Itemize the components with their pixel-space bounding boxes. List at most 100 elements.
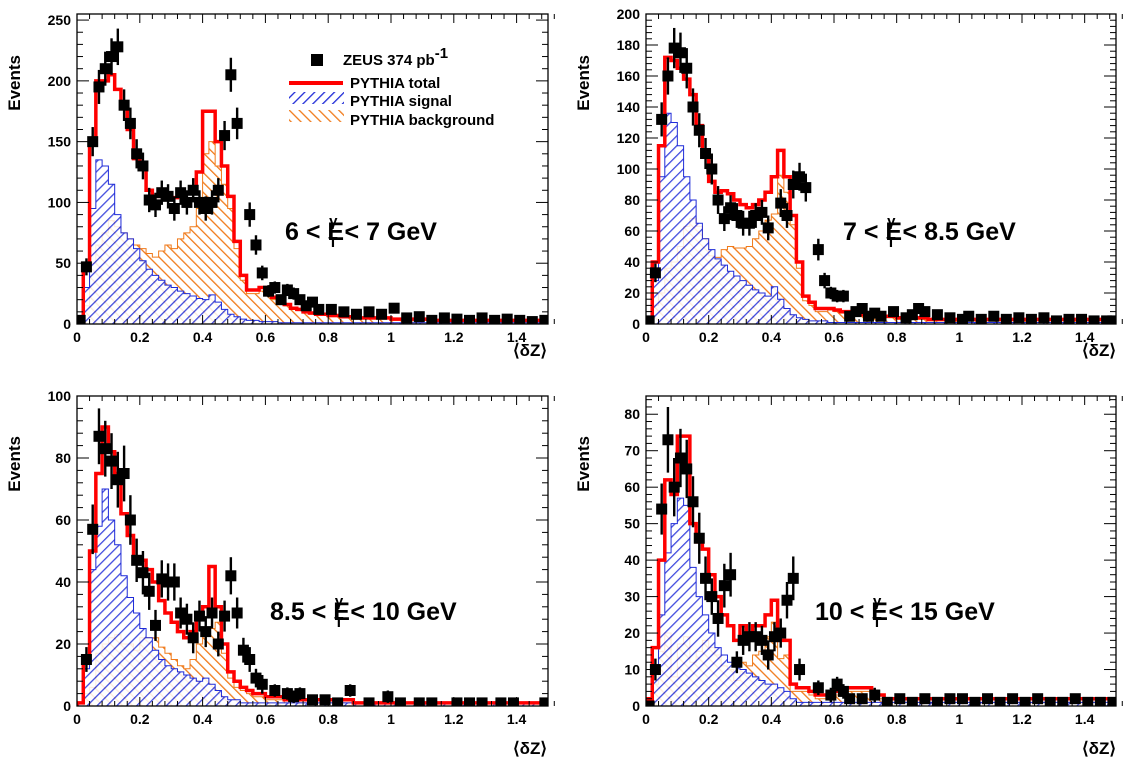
data-point xyxy=(1044,696,1056,706)
x-tick-label: 1.4 xyxy=(1075,711,1095,727)
x-axis-title: ⟨δZ⟩ xyxy=(513,739,547,758)
data-point xyxy=(231,597,243,629)
data-point xyxy=(501,313,513,324)
data-point xyxy=(681,48,693,89)
plot-frame xyxy=(76,395,549,707)
y-tick-label: 250 xyxy=(48,12,72,28)
data-point xyxy=(731,203,743,228)
x-tick-label: 0 xyxy=(642,711,650,727)
data-point xyxy=(206,597,218,629)
x-tick-label: 0.4 xyxy=(193,329,213,345)
data-point xyxy=(982,693,994,705)
y-tick-label: 160 xyxy=(617,68,641,84)
data-point xyxy=(825,286,837,300)
legend-background-label: PYTHIA background xyxy=(350,112,494,129)
data-point xyxy=(526,316,538,324)
y-tick-label: 80 xyxy=(624,406,640,422)
data-point xyxy=(693,512,705,564)
data-point xyxy=(656,483,668,535)
data-point xyxy=(1019,696,1031,706)
data-point xyxy=(1025,313,1037,324)
data-point xyxy=(850,306,862,318)
data-point xyxy=(514,314,526,324)
data-point xyxy=(219,120,231,151)
data-point xyxy=(137,152,149,180)
x-tick-label: 1.4 xyxy=(507,711,527,727)
x-tick-label: 0 xyxy=(642,329,650,345)
data-point xyxy=(112,28,124,66)
data-point xyxy=(193,190,205,215)
data-point xyxy=(994,696,1006,706)
data-point xyxy=(856,693,868,705)
data-point xyxy=(775,189,787,218)
data-point xyxy=(875,310,887,322)
x-axis-title: ⟨δZ⟩ xyxy=(1082,341,1116,360)
data-point xyxy=(646,700,655,706)
data-point xyxy=(313,303,325,315)
data-point xyxy=(193,600,205,632)
data-point xyxy=(906,696,918,706)
data-point xyxy=(106,433,118,489)
y-tick-label: 20 xyxy=(624,285,640,301)
data-point xyxy=(1000,313,1012,324)
data-point xyxy=(87,504,99,555)
x-tick-label: 1.2 xyxy=(1012,329,1032,345)
data-point xyxy=(118,445,130,502)
data-point xyxy=(693,113,705,148)
data-point xyxy=(263,285,275,298)
y-tick-label: 100 xyxy=(48,388,72,404)
x-tick-label: 0.4 xyxy=(762,711,782,727)
data-point xyxy=(156,180,168,205)
y-tick-label: 140 xyxy=(617,99,641,115)
x-tick-label: 0 xyxy=(73,711,81,727)
data-point xyxy=(725,552,737,597)
x-tick-label: 0.6 xyxy=(824,711,844,727)
data-point xyxy=(539,697,548,706)
data-point xyxy=(156,560,168,598)
data-point xyxy=(131,538,143,582)
x-tick-label: 0.2 xyxy=(699,711,719,727)
data-point xyxy=(124,107,136,140)
data-point xyxy=(1069,693,1081,705)
legend-signal-swatch xyxy=(289,92,344,104)
data-point xyxy=(662,406,674,473)
legend-data-label: ZEUS 374 pb-1 xyxy=(343,45,448,69)
data-point xyxy=(969,696,981,706)
x-tick-label: 0.8 xyxy=(318,329,338,345)
data-point xyxy=(281,283,293,297)
data-point xyxy=(919,306,931,318)
data-point xyxy=(332,697,344,706)
data-point xyxy=(819,272,831,289)
plot-area xyxy=(77,408,548,706)
data-point xyxy=(862,310,874,322)
y-tick-label: 40 xyxy=(624,552,640,568)
legend-data-marker xyxy=(311,54,323,66)
data-point xyxy=(80,258,92,276)
data-point xyxy=(1101,315,1113,324)
data-point xyxy=(307,694,318,706)
data-point xyxy=(77,314,86,324)
data-point xyxy=(363,697,375,706)
data-point xyxy=(812,680,824,696)
data-point xyxy=(489,314,501,324)
data-point xyxy=(212,178,224,203)
data-point xyxy=(112,451,124,508)
data-point xyxy=(944,312,956,324)
data-point xyxy=(181,603,193,635)
y-tick-label: 80 xyxy=(55,450,71,466)
data-point xyxy=(87,127,99,157)
x-tick-label: 0.6 xyxy=(256,711,276,727)
energy-range-label: 8.5 < Eγ T < 10 GeV xyxy=(270,593,457,631)
data-point xyxy=(1013,312,1025,324)
data-point xyxy=(731,651,743,674)
data-point xyxy=(919,693,931,705)
data-point xyxy=(700,556,712,601)
data-point xyxy=(325,303,337,315)
data-point xyxy=(762,640,774,670)
y-tick-label: 60 xyxy=(624,223,640,239)
data-point xyxy=(737,625,749,655)
data-point xyxy=(539,314,548,324)
legend-signal-label: PYTHIA signal xyxy=(350,93,452,110)
data-point xyxy=(288,690,300,703)
data-point xyxy=(881,696,893,706)
